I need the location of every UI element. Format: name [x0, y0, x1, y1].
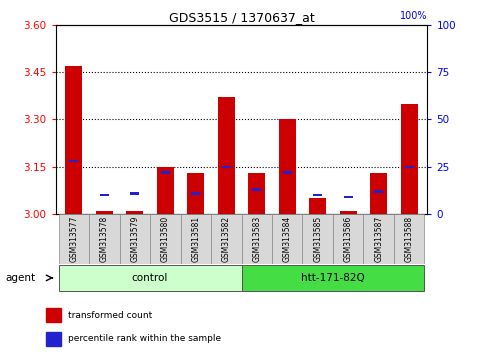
Bar	[343, 196, 353, 198]
Title: GDS3515 / 1370637_at: GDS3515 / 1370637_at	[169, 11, 314, 24]
Bar	[333, 214, 363, 264]
Bar	[46, 332, 61, 346]
Bar	[58, 265, 242, 291]
Text: GSM313587: GSM313587	[374, 216, 383, 262]
Bar	[401, 104, 417, 214]
Text: GSM313588: GSM313588	[405, 216, 413, 262]
Bar	[46, 308, 61, 322]
Bar	[279, 120, 296, 214]
Text: GSM313580: GSM313580	[161, 216, 170, 262]
Bar	[248, 173, 265, 214]
Bar	[302, 214, 333, 264]
Bar	[161, 171, 170, 174]
Text: GSM313578: GSM313578	[100, 216, 109, 262]
Bar	[96, 211, 113, 214]
Bar	[370, 173, 387, 214]
Text: GSM313583: GSM313583	[252, 216, 261, 262]
Text: GSM313577: GSM313577	[70, 216, 78, 262]
Text: htt-171-82Q: htt-171-82Q	[301, 273, 365, 283]
Bar	[394, 214, 425, 264]
Bar	[242, 214, 272, 264]
Bar	[283, 171, 292, 174]
Text: percentile rank within the sample: percentile rank within the sample	[68, 335, 221, 343]
Bar	[252, 188, 261, 191]
Bar	[100, 194, 109, 196]
Bar	[157, 167, 174, 214]
Bar	[313, 194, 322, 196]
Bar	[218, 97, 235, 214]
Bar	[242, 265, 425, 291]
Bar	[66, 66, 82, 214]
Bar	[187, 173, 204, 214]
Bar	[150, 214, 181, 264]
Text: GSM313584: GSM313584	[283, 216, 292, 262]
Bar	[363, 214, 394, 264]
Bar	[222, 166, 231, 168]
Text: GSM313581: GSM313581	[191, 216, 200, 262]
Bar	[130, 192, 140, 195]
Bar	[374, 190, 383, 193]
Text: GSM313582: GSM313582	[222, 216, 231, 262]
Bar	[127, 211, 143, 214]
Text: 100%: 100%	[400, 11, 427, 21]
Bar	[69, 160, 78, 162]
Bar	[181, 214, 211, 264]
Bar	[211, 214, 242, 264]
Text: control: control	[132, 273, 168, 283]
Bar	[309, 198, 326, 214]
Bar	[89, 214, 120, 264]
Bar	[120, 214, 150, 264]
Bar	[340, 211, 356, 214]
Bar	[272, 214, 302, 264]
Text: GSM313579: GSM313579	[130, 216, 139, 262]
Bar	[191, 192, 200, 195]
Text: GSM313585: GSM313585	[313, 216, 322, 262]
Text: transformed count: transformed count	[68, 310, 152, 320]
Text: GSM313586: GSM313586	[344, 216, 353, 262]
Text: agent: agent	[6, 273, 36, 283]
Bar	[405, 166, 414, 168]
Bar	[58, 214, 89, 264]
